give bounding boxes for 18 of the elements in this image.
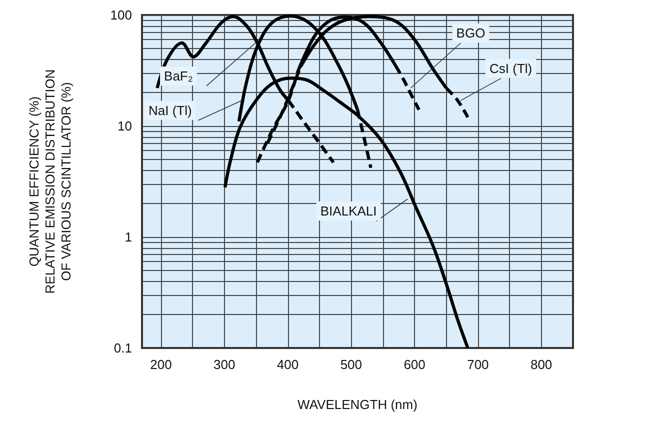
annotation: BIALKALI [320, 203, 377, 218]
annotation: CsI (Tl) [490, 60, 532, 76]
x-tick-label: 600 [404, 357, 426, 372]
y-tick-label: 1 [124, 230, 132, 244]
annotation: BGO [456, 25, 486, 40]
x-axis-title: WAVELENGTH (nm) [298, 397, 418, 412]
annotation: NaI (Tl) [148, 102, 192, 118]
x-tick-label: 300 [214, 357, 236, 372]
x-tick-label: 200 [150, 357, 172, 372]
y-tick-label: 100 [110, 8, 132, 22]
y-axis-title: QUANTUM EFFICIENCY (%) RELATIVE EMISSION DISTRIBUTION OF VARIOUS SCINTILLATOR (%) [26, 69, 74, 294]
x-tick-label: 800 [530, 357, 552, 372]
annotation: BaF₂ [164, 68, 193, 84]
x-tick-label: 700 [467, 357, 489, 372]
x-tick-label: 400 [276, 357, 299, 372]
y-tick-label: 10 [118, 118, 132, 134]
x-tick-label: 500 [340, 357, 362, 372]
y-tick-label: 0.1 [114, 340, 132, 356]
